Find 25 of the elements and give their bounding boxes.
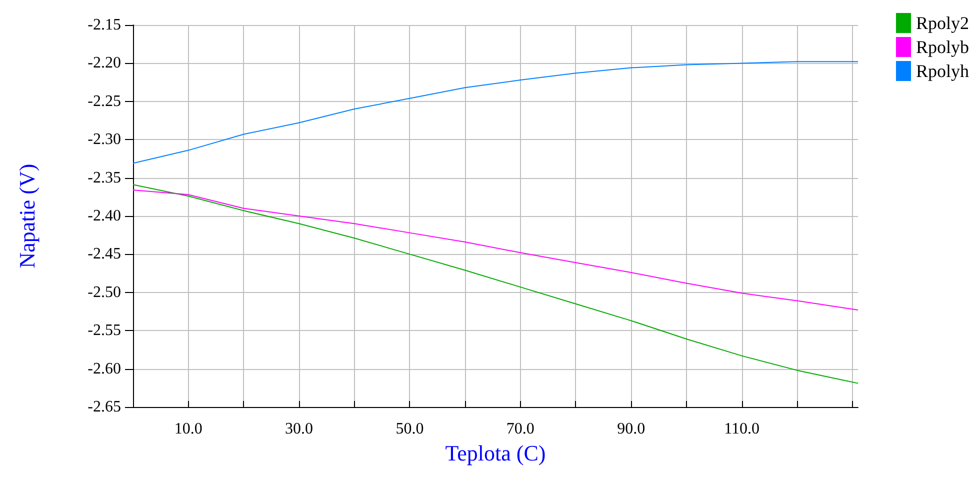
- x-tick-label: 30.0: [285, 420, 314, 438]
- x-tick-label: 70.0: [506, 420, 534, 438]
- legend-label: Rpolyh: [916, 61, 970, 81]
- y-tick-label: -2.30: [88, 131, 121, 148]
- line-series: [132, 190, 858, 310]
- legend-label: Rpoly2: [916, 13, 970, 33]
- x-tick-label: 110.0: [724, 420, 760, 438]
- y-tick-label: -2.65: [88, 398, 121, 416]
- line-series: [132, 184, 858, 384]
- y-axis-title: Napatie (V): [14, 164, 40, 268]
- y-tick-label: -2.25: [88, 92, 121, 110]
- y-tick-label: -2.60: [88, 360, 121, 378]
- x-tick-label: 50.0: [396, 420, 424, 438]
- y-tick-label: -2.15: [88, 16, 121, 34]
- y-tick-label: -2.20: [88, 54, 121, 72]
- y-tick-label: -2.50: [88, 284, 121, 301]
- y-tick-label: -2.35: [88, 169, 121, 186]
- y-tick-label: -2.45: [88, 246, 121, 263]
- x-tick-label: 90.0: [617, 420, 646, 438]
- y-tick-label: -2.55: [88, 322, 121, 340]
- y-tick-label: -2.40: [88, 208, 121, 224]
- line-series: [132, 61, 858, 164]
- legend-label: Rpolyb: [916, 37, 970, 57]
- x-tick-label: 10.0: [174, 420, 202, 438]
- x-axis-title: Teplota (C): [445, 440, 546, 466]
